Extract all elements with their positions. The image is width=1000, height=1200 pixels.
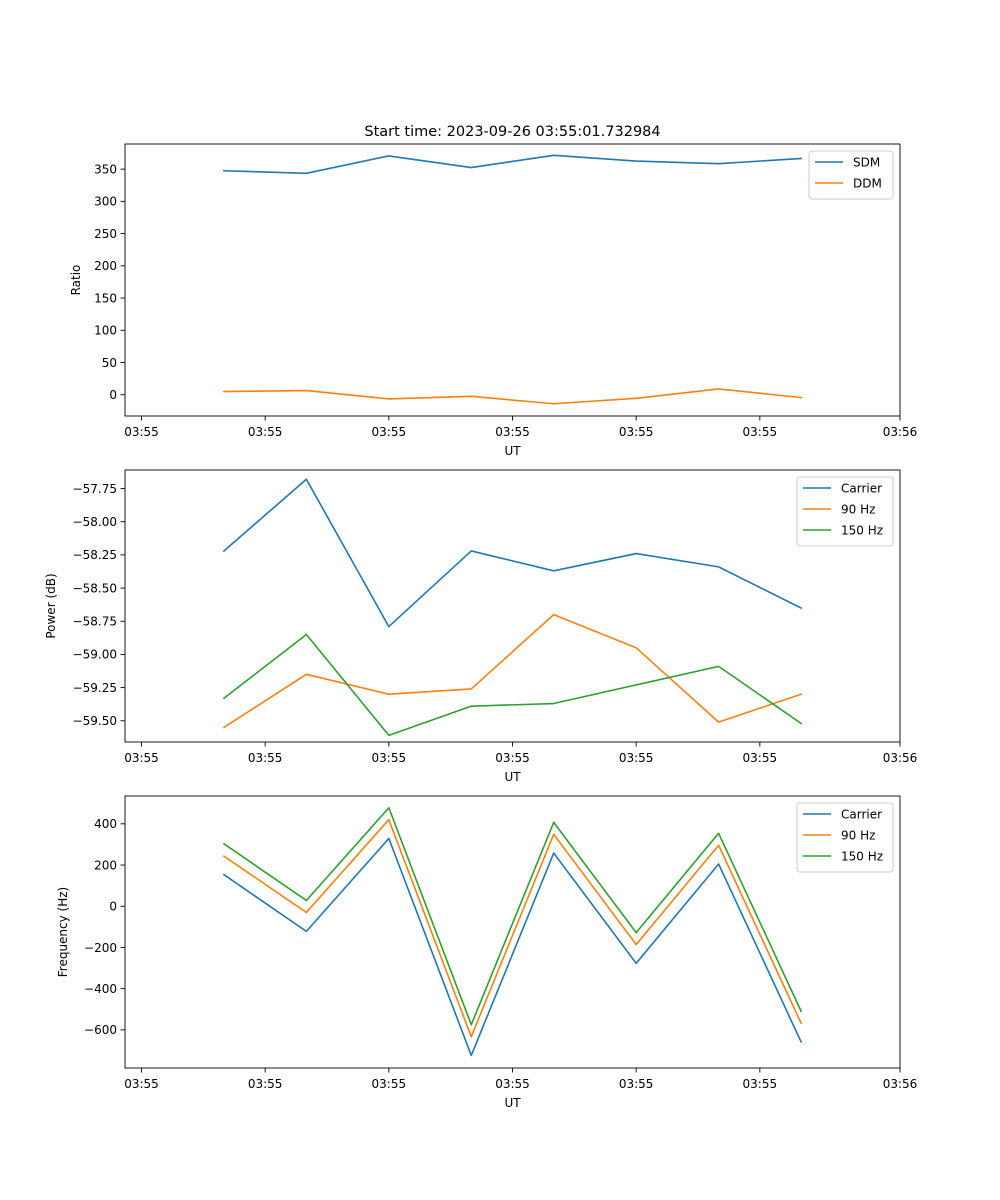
legend-label: Carrier [841,808,882,822]
axes-frame [124,469,901,743]
legend-label: 150 Hz [841,524,883,538]
y-tick-label: 50 [102,356,117,370]
x-tick-label: 03:55 [619,425,654,439]
y-tick-label: −600 [84,1023,117,1037]
x-axis-label: UT [504,770,521,784]
subplot-2: 03:55 03:55 03:55 03:55 03:55 03:55 03:56 −57.7… [44,469,918,784]
x-tick-label: 03:55 [619,751,654,765]
series-line-ddm [223,388,802,405]
legend-label: 90 Hz [841,829,875,843]
x-tick-label: 03:55 [372,751,407,765]
x-tick-label: 03:55 [495,1077,530,1091]
series-line-sdm [223,154,802,175]
legend-box [808,150,894,200]
y-tick-label: −58.75 [73,615,117,629]
x-tick-label: 03:56 [883,425,918,439]
y-tick-label: −58.50 [73,581,117,595]
y-tick-label: −59.25 [73,681,117,695]
x-tick-label: 03:55 [743,751,778,765]
legend-label: SDM [853,156,880,170]
chart-panels: 03:55 03:55 03:55 03:55 03:55 03:55 03:56 0 50 10… [44,143,918,1110]
y-tick-label: −57.75 [73,482,117,496]
series-line-carrier [222,837,803,1057]
x-tick-label: 03:55 [124,425,159,439]
y-tick-label: 150 [94,291,117,305]
y-tick-label: 0 [109,900,117,914]
x-tick-label: 03:55 [124,1077,159,1091]
legend-label: DDM [853,177,882,191]
x-tick-label: 03:55 [124,751,159,765]
series-line-carrier [222,478,803,628]
legend-label: 150 Hz [841,850,883,864]
y-tick-label: 400 [94,817,117,831]
x-tick-label: 03:55 [248,1077,283,1091]
x-tick-label: 03:55 [248,425,283,439]
series-line-90-hz [222,613,803,729]
x-tick-label: 03:55 [495,425,530,439]
series-line-90-hz [222,818,803,1038]
x-tick-label: 03:55 [743,425,778,439]
x-tick-label: 03:56 [883,751,918,765]
x-axis-label: UT [504,444,521,458]
series-line-150-hz [222,633,803,737]
y-tick-label: −400 [84,982,117,996]
figure-title: Start time: 2023-09-26 03:55:01.732984 [364,124,660,140]
y-tick-label: 350 [94,162,117,176]
series-line-150-hz [222,806,803,1026]
legend-label: 90 Hz [841,503,875,517]
legend: Carrier 90 Hz 150 Hz [796,802,894,873]
legend-label: Carrier [841,482,882,496]
y-axis-label: Power (dB) [44,573,58,638]
y-axis-label: Frequency (Hz) [56,887,70,978]
y-tick-label: 100 [94,324,117,338]
y-tick-label: 200 [94,259,117,273]
y-axis-label: Ratio [69,265,83,296]
x-tick-label: 03:55 [372,425,407,439]
y-tick-label: −58.00 [73,515,117,529]
subplot-3: 03:55 03:55 03:55 03:55 03:55 03:55 03:56 400 20… [56,795,918,1110]
y-tick-label: −59.00 [73,648,117,662]
x-tick-label: 03:55 [372,1077,407,1091]
x-tick-label: 03:55 [248,751,283,765]
x-tick-label: 03:55 [619,1077,654,1091]
y-tick-label: 0 [109,388,117,402]
legend-box [796,802,894,873]
y-tick-label: −200 [84,941,117,955]
legend-box [796,476,894,547]
y-tick-label: −58.25 [73,548,117,562]
y-tick-label: 200 [94,858,117,872]
axes-frame [124,143,901,417]
legend: SDM DDM [808,150,894,200]
x-axis-label: UT [504,1096,521,1110]
x-tick-label: 03:55 [743,1077,778,1091]
subplot-1: 03:55 03:55 03:55 03:55 03:55 03:55 03:56 0 50 10… [69,143,918,458]
legend: Carrier 90 Hz 150 Hz [796,476,894,547]
y-tick-label: −59.50 [73,714,117,728]
y-tick-label: 250 [94,227,117,241]
x-tick-label: 03:55 [495,751,530,765]
y-tick-label: 300 [94,195,117,209]
x-tick-label: 03:56 [883,1077,918,1091]
axes-frame [124,795,901,1069]
